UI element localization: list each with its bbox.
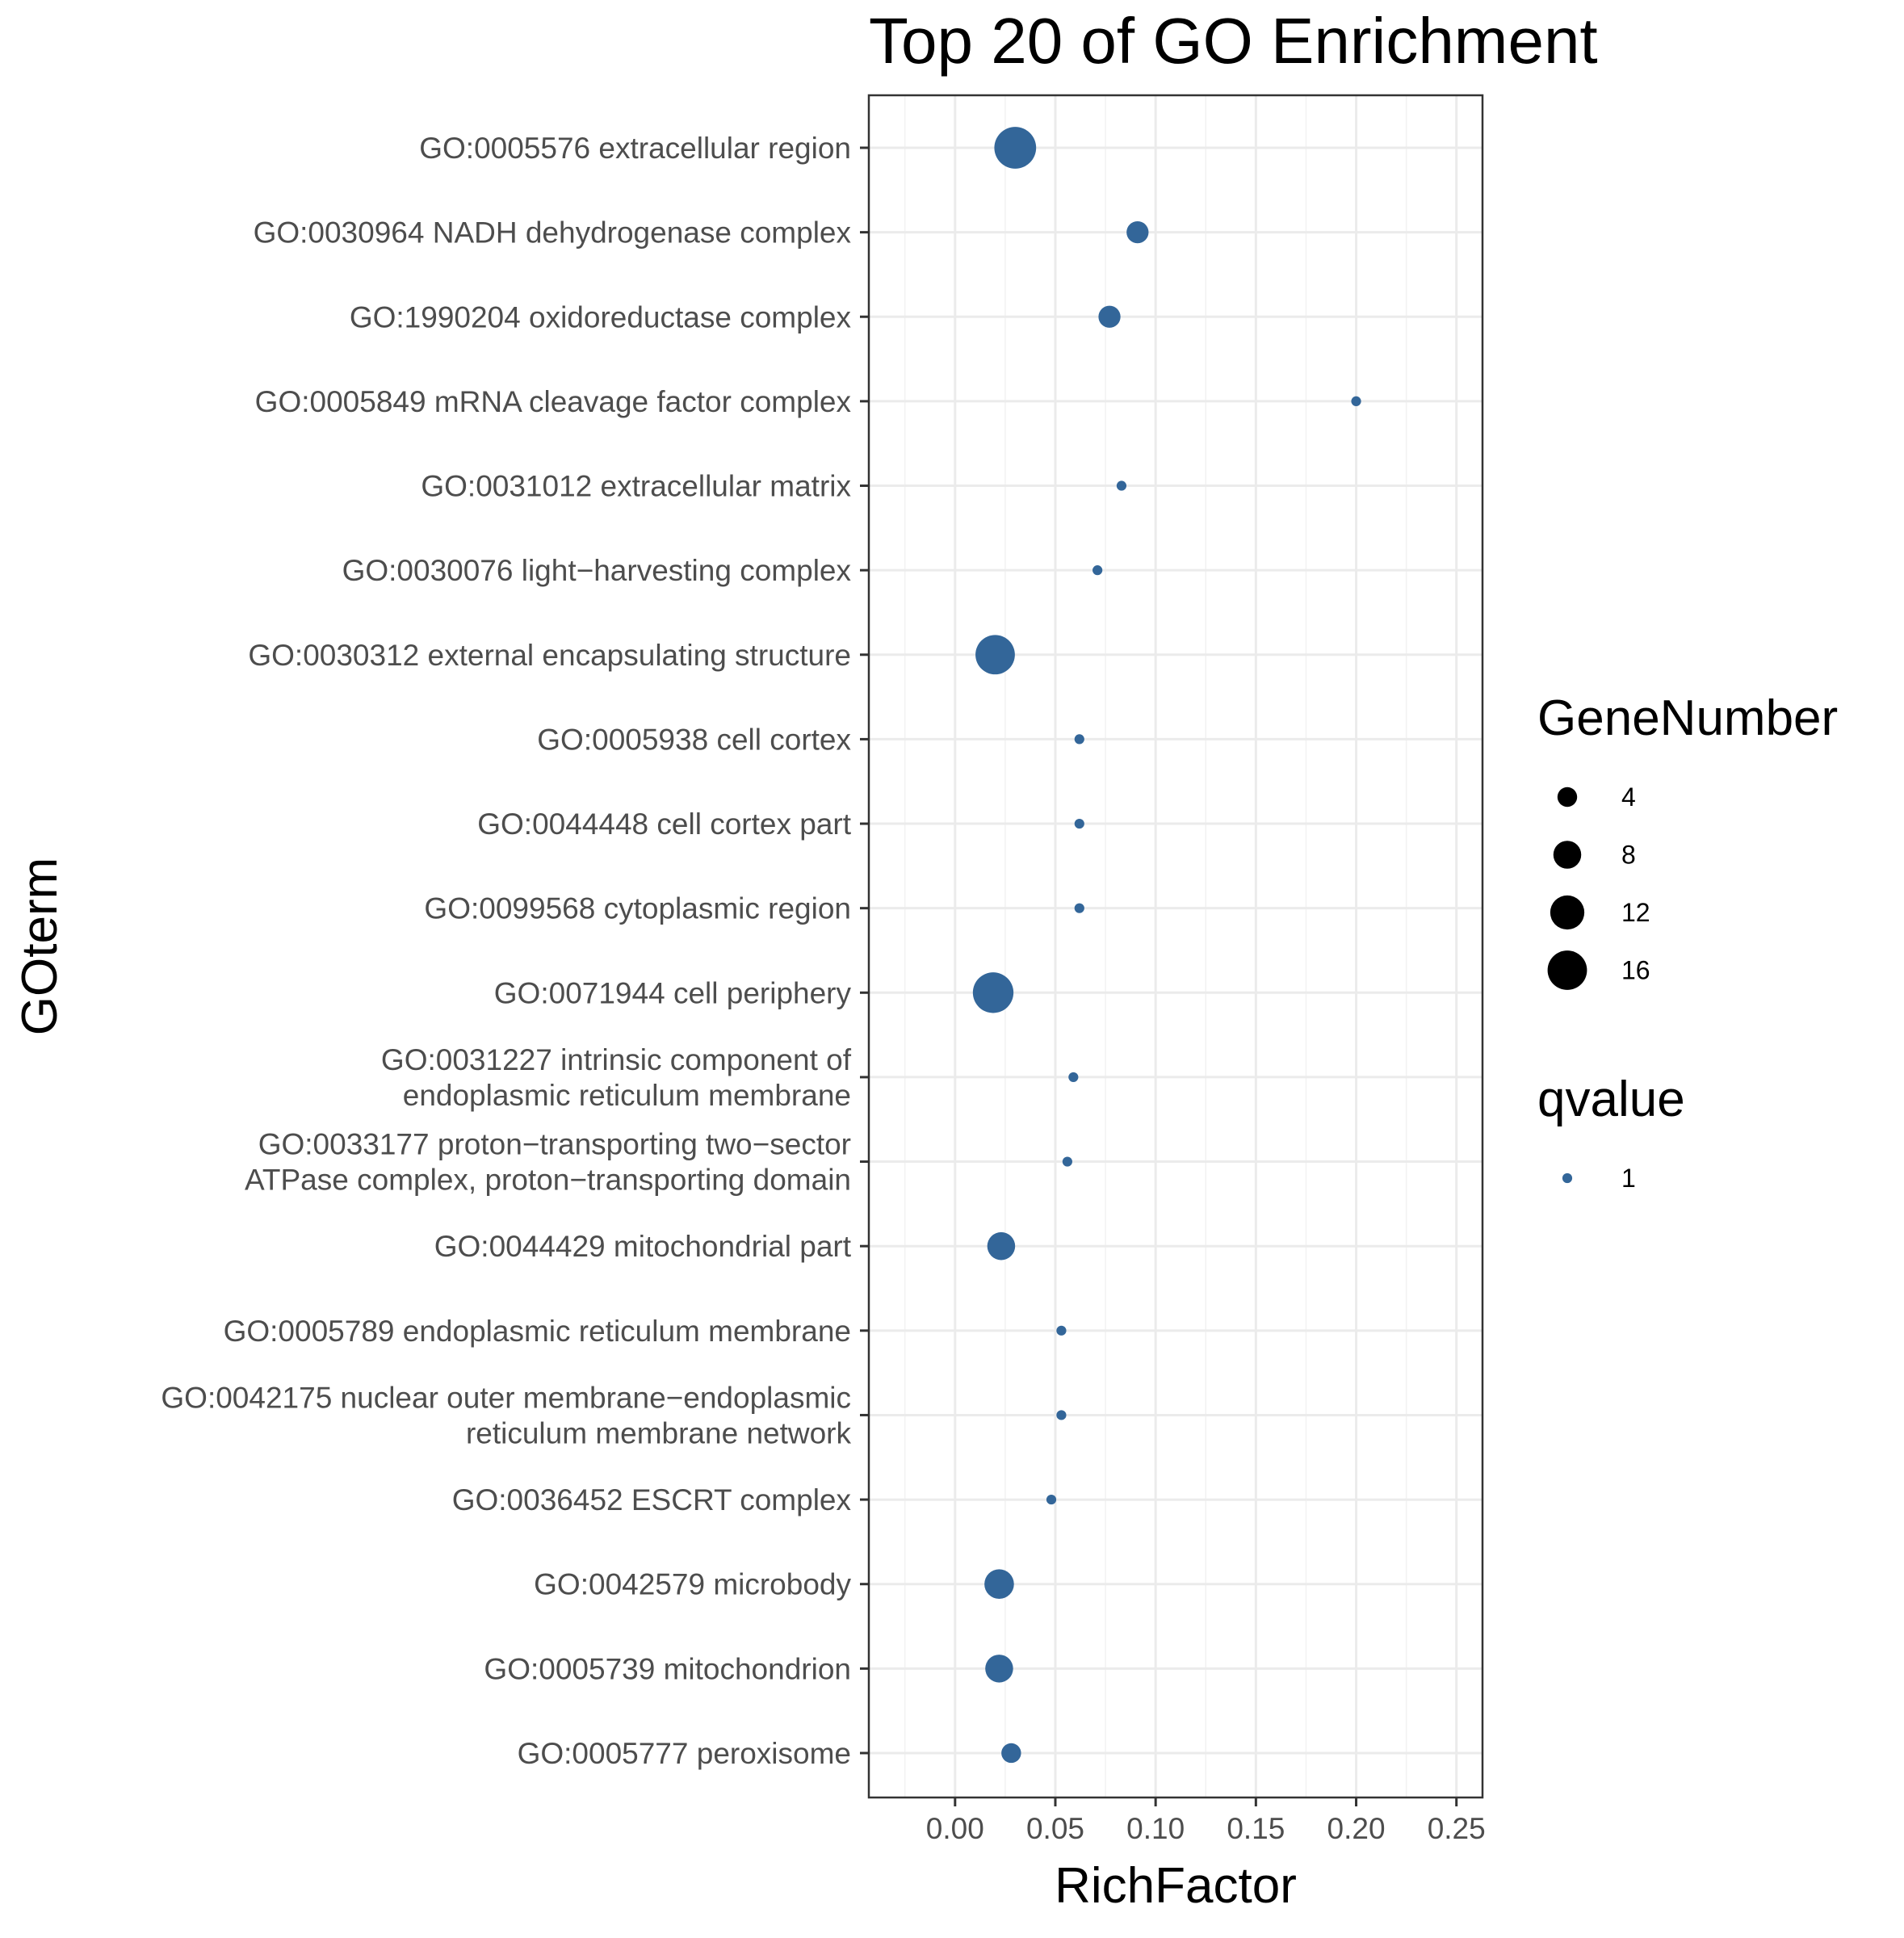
y-axis-title: GOterm (12, 858, 68, 1035)
data-point (1074, 818, 1084, 829)
y-tick-label: GO:0044429 mitochondrial part (434, 1230, 852, 1263)
y-axis: GO:0005576 extracellular region GO:003096… (161, 132, 869, 1770)
data-point (1062, 1156, 1072, 1167)
y-tick-label: GO:0005849 mRNA cleavage factor complex (255, 385, 852, 418)
data-point (1351, 396, 1361, 406)
x-tick-label: 0.15 (1227, 1812, 1285, 1845)
legend-size-key (1550, 895, 1585, 930)
y-tick-label: GO:0099568 cytoplasmic region (424, 892, 851, 925)
legend-size-key (1557, 787, 1578, 808)
data-point (1074, 903, 1084, 913)
y-tick-label: GO:0005789 endoplasmic reticulum membran… (224, 1315, 851, 1348)
data-points (972, 127, 1361, 1764)
y-tick-label: GO:0030964 NADH dehydrogenase complex (254, 216, 852, 250)
data-point (1001, 1743, 1021, 1764)
plot-border (867, 94, 1484, 1799)
legend-color-label: 1 (1621, 1164, 1636, 1193)
y-tick-label: GO:0005739 mitochondrion (484, 1652, 851, 1685)
y-tick-label: GO:1990204 oxidoreductase complex (350, 300, 852, 333)
x-tick-label: 0.25 (1428, 1812, 1486, 1845)
data-point (994, 127, 1037, 169)
legend-size-label: 8 (1621, 841, 1636, 870)
legend: GeneNumber 4 8 12 16 qvalue 1 (1537, 690, 1838, 1193)
legend-size-title: GeneNumber (1537, 690, 1838, 746)
data-point (987, 1231, 1016, 1261)
legend-color-key (1562, 1172, 1573, 1184)
data-point (984, 1569, 1014, 1600)
x-tick-label: 0.20 (1327, 1812, 1386, 1845)
y-tick-label: GO:0071944 cell periphery (494, 976, 852, 1009)
y-tick-label: GO:0042175 nuclear outer membrane−endopl… (161, 1381, 851, 1449)
y-tick-label: GO:0031227 intrinsic component of endopla… (381, 1043, 852, 1112)
legend-size-label: 12 (1621, 898, 1650, 927)
data-point (1074, 734, 1084, 745)
data-point (1046, 1494, 1057, 1505)
y-tick-label: GO:0033177 proton−transporting two−secto… (245, 1128, 851, 1197)
x-axis-title: RichFactor (1055, 1858, 1297, 1914)
data-point (985, 1655, 1013, 1683)
legend-color-keys: 1 (1562, 1164, 1636, 1193)
legend-size-label: 4 (1621, 782, 1636, 812)
data-point (1092, 565, 1103, 576)
grid (869, 95, 1483, 1797)
x-axis: 0.00 0.05 0.10 0.15 0.20 0.25 (926, 1797, 1486, 1845)
y-tick-label: GO:0044448 cell cortex part (477, 808, 851, 841)
y-tick-label: GO:0031012 extracellular matrix (421, 470, 851, 503)
data-point (975, 635, 1015, 675)
legend-color-title: qvalue (1537, 1072, 1685, 1127)
data-point (1068, 1072, 1079, 1083)
y-tick-label: GO:0005777 peroxisome (518, 1737, 851, 1770)
y-tick-label: GO:0005576 extracellular region (419, 132, 851, 165)
chart-title: Top 20 of GO Enrichment (869, 5, 1598, 77)
y-tick-label: GO:0036452 ESCRT complex (452, 1483, 852, 1516)
legend-size-key (1547, 950, 1587, 990)
legend-size-key (1553, 841, 1582, 869)
data-point (1056, 1410, 1067, 1420)
x-tick-label: 0.05 (1026, 1812, 1084, 1845)
y-tick-label: GO:0030312 external encapsulating struct… (248, 639, 851, 672)
data-point (1126, 220, 1149, 244)
legend-size-label: 16 (1621, 956, 1650, 985)
y-tick-label: GO:0030076 light−harvesting complex (342, 554, 852, 587)
x-tick-label: 0.00 (926, 1812, 984, 1845)
data-point (1098, 305, 1121, 328)
plot-panel (869, 95, 1483, 1797)
data-point (1116, 480, 1127, 491)
x-tick-label: 0.10 (1126, 1812, 1185, 1845)
legend-size-keys: 4 8 12 16 (1547, 782, 1650, 990)
y-tick-label: GO:0042579 microbody (534, 1568, 851, 1601)
data-point (1056, 1325, 1067, 1336)
y-tick-label: GO:0005938 cell cortex (537, 723, 851, 756)
data-point (972, 972, 1014, 1013)
